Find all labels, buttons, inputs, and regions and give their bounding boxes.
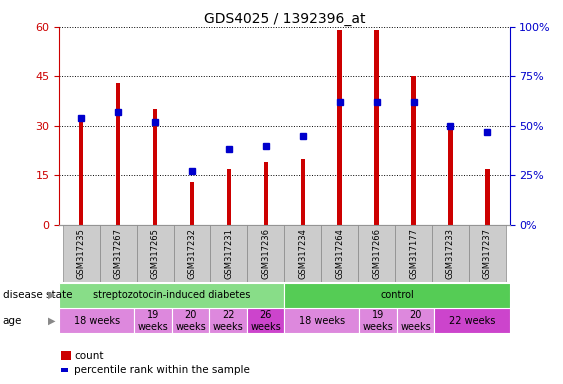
- Bar: [448, 126, 453, 225]
- Text: disease state: disease state: [3, 290, 72, 300]
- Bar: [359, 308, 397, 333]
- Text: 22 weeks: 22 weeks: [449, 316, 495, 326]
- Text: ▶: ▶: [48, 290, 55, 300]
- Bar: [59, 308, 134, 333]
- Text: control: control: [380, 290, 414, 301]
- Bar: [412, 76, 415, 225]
- Text: 18 weeks: 18 weeks: [74, 316, 120, 326]
- Text: GSM317265: GSM317265: [150, 228, 159, 279]
- Bar: [137, 225, 173, 282]
- Text: GSM317237: GSM317237: [483, 228, 492, 279]
- Bar: [172, 308, 209, 333]
- Bar: [173, 225, 211, 282]
- Bar: [63, 225, 100, 282]
- Text: age: age: [3, 316, 22, 326]
- Text: GSM317233: GSM317233: [446, 228, 455, 279]
- Text: ▶: ▶: [48, 316, 55, 326]
- Bar: [153, 109, 157, 225]
- Bar: [263, 162, 268, 225]
- Bar: [247, 225, 284, 282]
- Text: GSM317177: GSM317177: [409, 228, 418, 279]
- Bar: [321, 225, 358, 282]
- Text: GSM317231: GSM317231: [225, 228, 234, 279]
- Bar: [79, 122, 83, 225]
- Bar: [227, 169, 231, 225]
- Text: GSM317234: GSM317234: [298, 228, 307, 279]
- Text: 19
weeks: 19 weeks: [137, 310, 168, 332]
- Bar: [432, 225, 469, 282]
- Bar: [395, 225, 432, 282]
- Bar: [435, 308, 510, 333]
- Text: 26
weeks: 26 weeks: [250, 310, 281, 332]
- Bar: [247, 308, 284, 333]
- Bar: [485, 169, 490, 225]
- Text: 18 weeks: 18 weeks: [299, 316, 345, 326]
- Bar: [100, 225, 137, 282]
- Text: GSM317236: GSM317236: [261, 228, 270, 279]
- Bar: [284, 283, 510, 308]
- Bar: [469, 225, 506, 282]
- Bar: [358, 225, 395, 282]
- Bar: [134, 308, 172, 333]
- Text: GSM317267: GSM317267: [114, 228, 123, 279]
- Bar: [59, 283, 284, 308]
- Bar: [337, 30, 342, 225]
- Text: percentile rank within the sample: percentile rank within the sample: [74, 365, 250, 375]
- Text: count: count: [74, 351, 104, 361]
- Bar: [190, 182, 194, 225]
- Bar: [284, 225, 321, 282]
- Text: GSM317266: GSM317266: [372, 228, 381, 279]
- Text: 22
weeks: 22 weeks: [213, 310, 243, 332]
- Bar: [374, 30, 379, 225]
- Text: 19
weeks: 19 weeks: [363, 310, 394, 332]
- Text: GSM317232: GSM317232: [187, 228, 196, 279]
- Title: GDS4025 / 1392396_at: GDS4025 / 1392396_at: [204, 12, 365, 26]
- Bar: [397, 308, 435, 333]
- Text: streptozotocin-induced diabetes: streptozotocin-induced diabetes: [93, 290, 251, 301]
- Bar: [211, 225, 247, 282]
- Text: GSM317235: GSM317235: [77, 228, 86, 279]
- Text: GSM317264: GSM317264: [335, 228, 344, 279]
- Bar: [284, 308, 359, 333]
- Text: 20
weeks: 20 weeks: [400, 310, 431, 332]
- Bar: [301, 159, 305, 225]
- Bar: [116, 83, 120, 225]
- Bar: [209, 308, 247, 333]
- Text: 20
weeks: 20 weeks: [175, 310, 206, 332]
